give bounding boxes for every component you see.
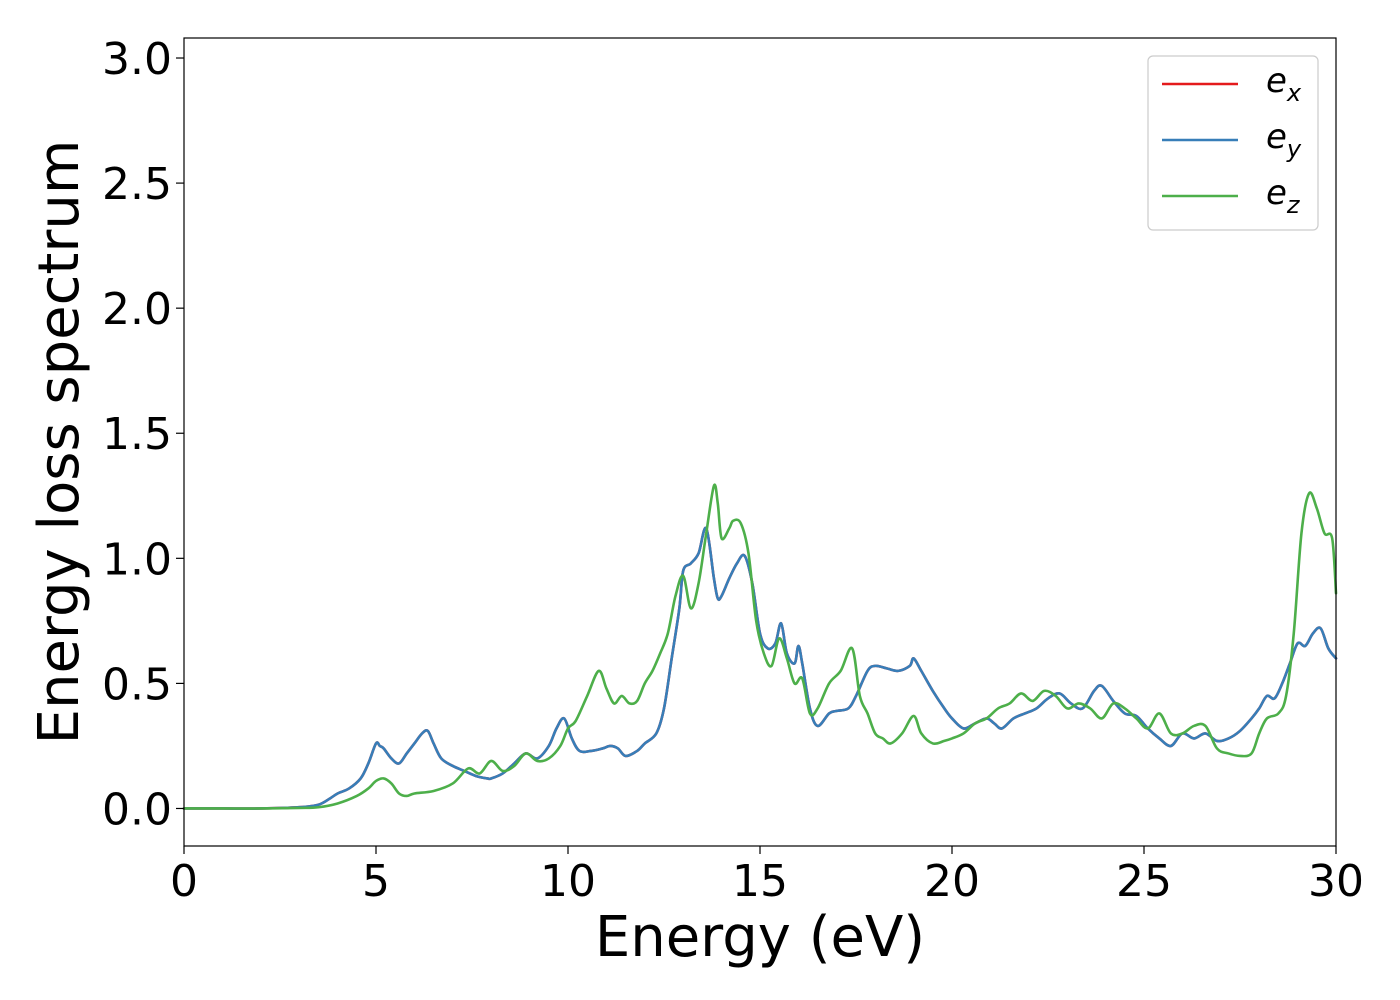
legend-label-y: ey [1266, 117, 1302, 163]
plot-area-background [184, 38, 1336, 846]
x-tick-label: 25 [1116, 856, 1172, 907]
y-axis-ticks: 0.0 0.5 1.0 1.5 2.0 2.5 3.0 [102, 34, 184, 835]
y-tick-label: 3.0 [102, 34, 172, 85]
y-tick-label: 0.5 [102, 659, 172, 710]
x-tick-label: 30 [1308, 856, 1364, 907]
series-line-y [182, 526, 1338, 810]
x-tick-label: 0 [170, 856, 198, 907]
legend-label-x: ex [1266, 61, 1302, 107]
y-tick-label: 2.0 [102, 284, 172, 335]
y-tick-label: 1.0 [102, 534, 172, 585]
y-tick-label: 1.5 [102, 409, 172, 460]
y-axis-label: Energy loss spectrum [27, 140, 92, 745]
y-tick-label: 2.5 [102, 159, 172, 210]
series-line-z [182, 483, 1338, 810]
legend-frame [1147, 55, 1319, 231]
x-tick-label: 20 [924, 856, 980, 907]
legend: ex ey ez [1147, 55, 1319, 231]
x-axis-ticks: 0 5 10 15 20 25 30 [170, 846, 1364, 907]
series-layer [182, 483, 1338, 810]
x-tick-label: 5 [362, 856, 390, 907]
x-axis-label: Energy (eV) [595, 905, 925, 970]
legend-label-z: ez [1266, 173, 1301, 219]
y-tick-label: 0.0 [102, 784, 172, 835]
x-tick-label: 15 [732, 856, 788, 907]
x-tick-label: 10 [540, 856, 596, 907]
